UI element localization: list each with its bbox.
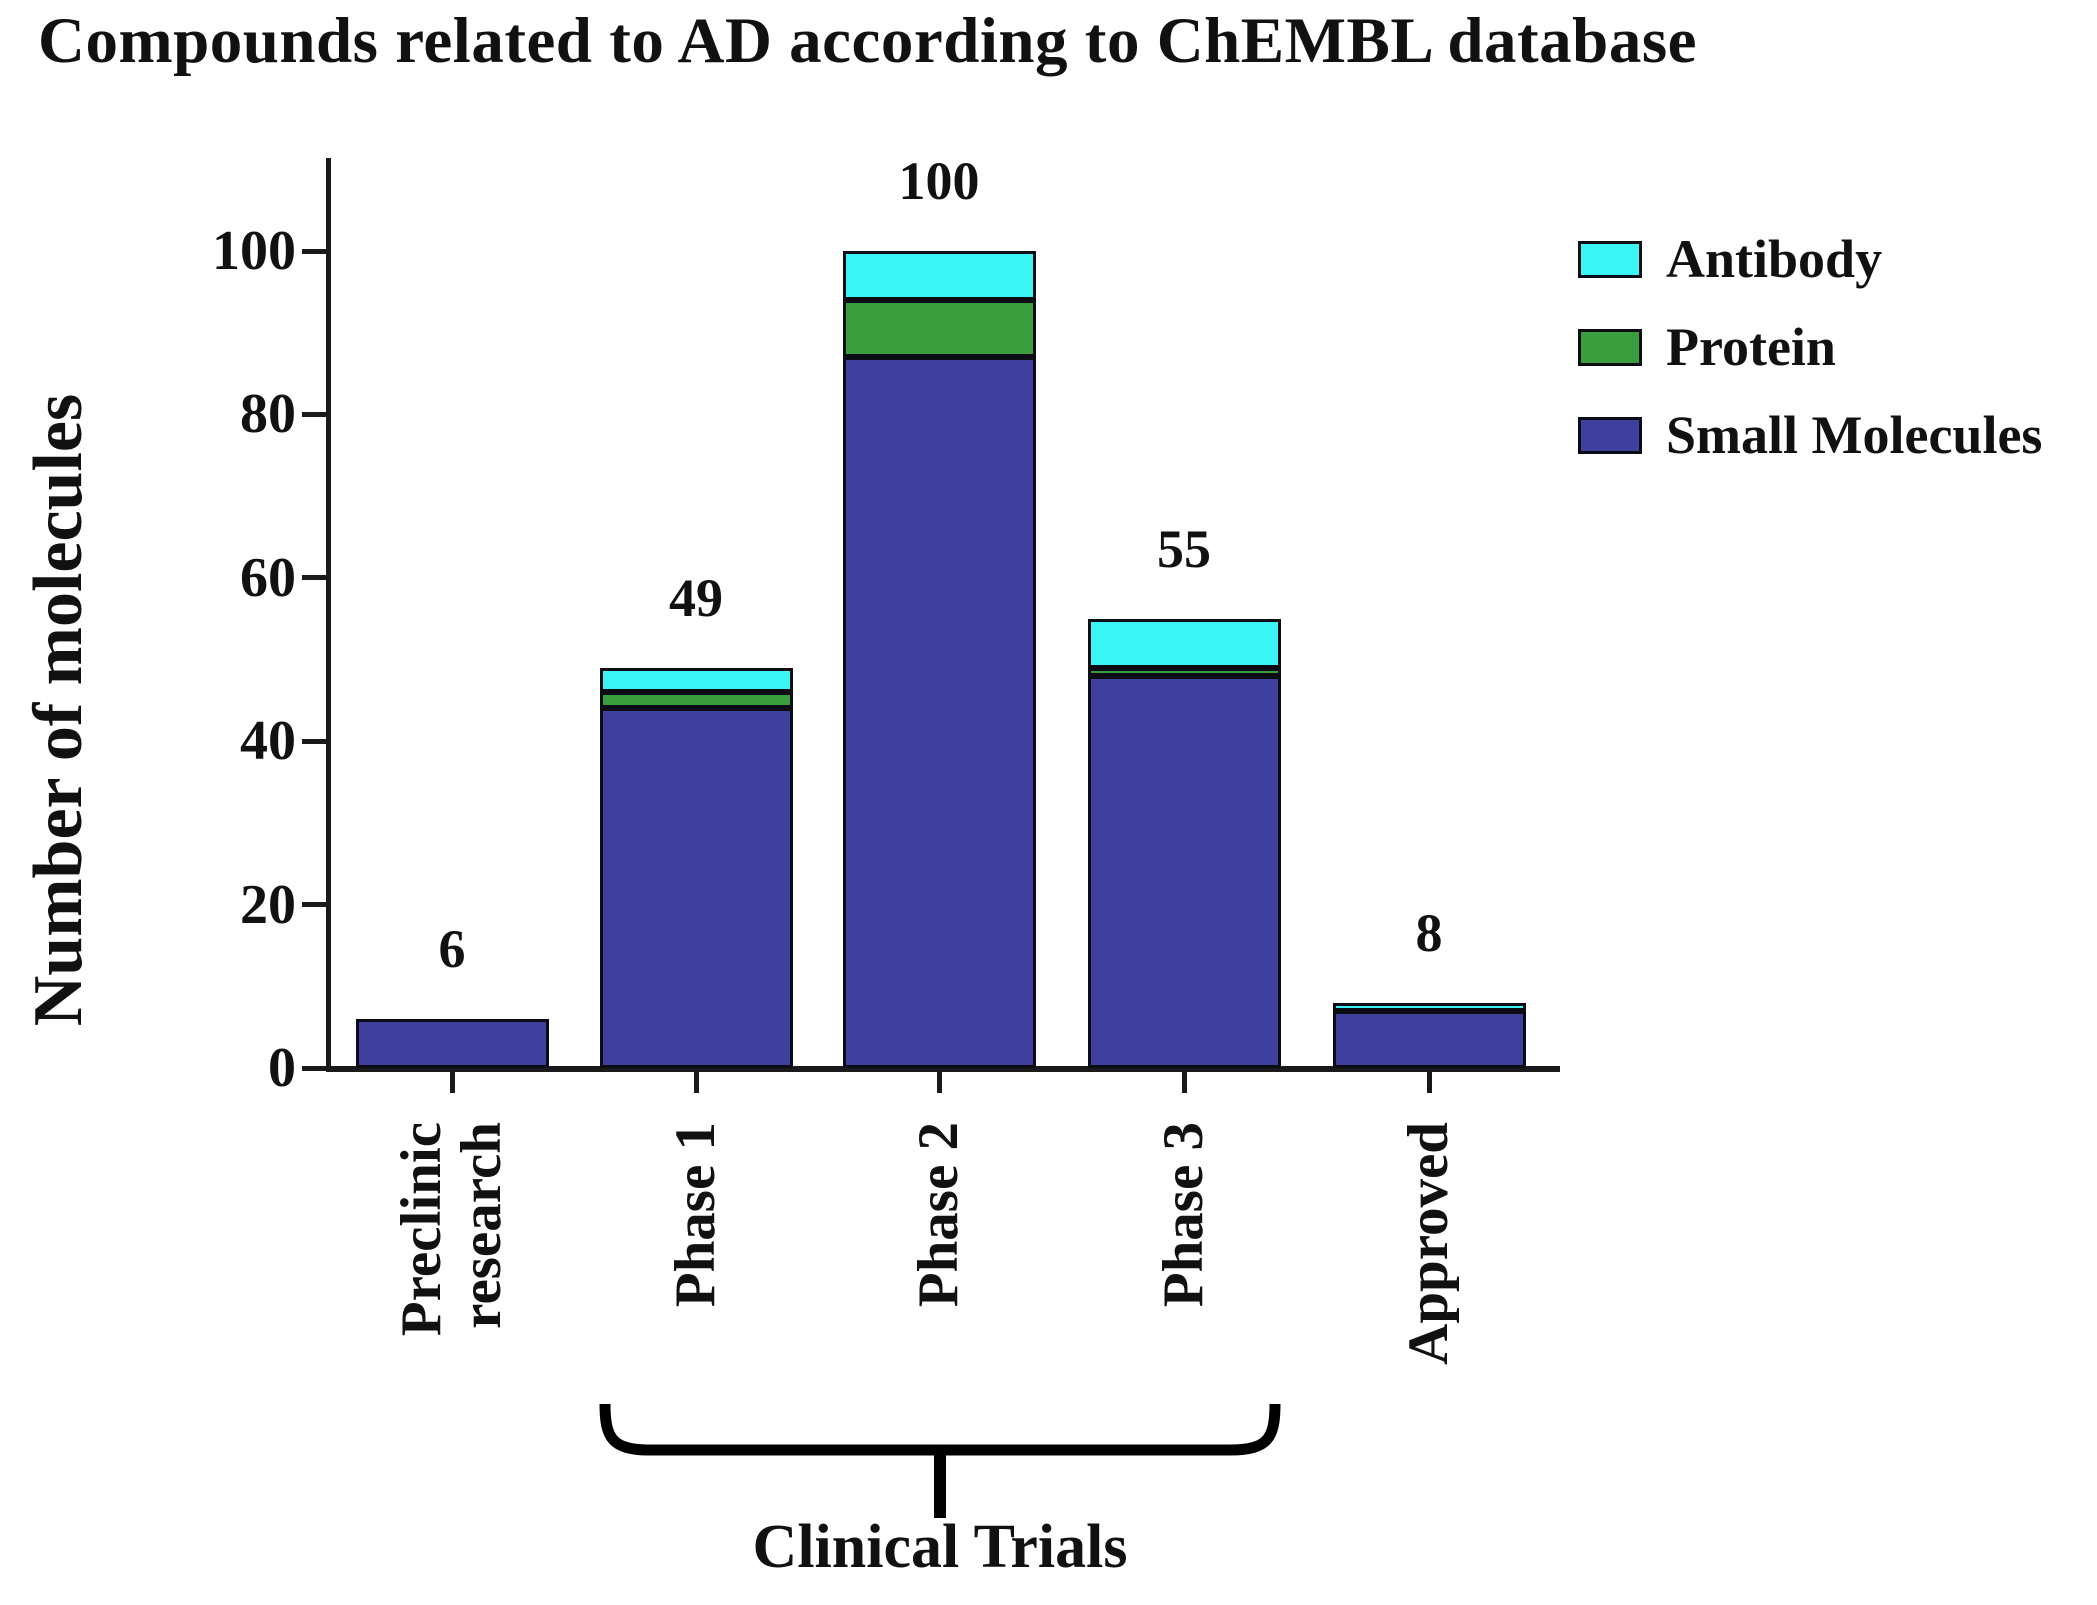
x-axis-line: [326, 1066, 1560, 1072]
bar-segment-small-molecules: [1332, 1010, 1526, 1068]
y-axis-line: [326, 158, 331, 1072]
y-tick: [302, 411, 328, 417]
x-axis-category-label: Preclinic research: [390, 1122, 513, 1337]
y-tick: [302, 575, 328, 581]
bar-segment-antibody: [599, 667, 793, 693]
y-tick: [302, 738, 328, 744]
y-tick-label: 60: [240, 546, 296, 609]
bar-phase-3: [1087, 618, 1281, 1068]
y-tick: [302, 248, 328, 254]
bar-preclinic-research: [355, 1018, 549, 1068]
y-tick-label: 0: [268, 1037, 296, 1099]
bar-segment-small-molecules: [842, 357, 1036, 1068]
clinical-trials-label: Clinical Trials: [752, 1513, 1128, 1581]
x-tick: [693, 1069, 699, 1093]
y-tick: [302, 1065, 328, 1071]
bar-segment-antibody: [1087, 618, 1281, 668]
x-tick: [1181, 1069, 1187, 1093]
bar-total-label: 55: [1157, 518, 1211, 579]
legend-label: Small Molecules: [1666, 405, 2043, 465]
bar-segment-antibody: [1332, 1002, 1526, 1011]
bar-phase-2: [842, 251, 1036, 1068]
x-tick: [449, 1069, 455, 1093]
legend-label: Protein: [1666, 317, 1836, 377]
y-tick-label: 100: [212, 220, 296, 282]
x-tick: [936, 1069, 942, 1093]
legend-item: Small Molecules: [1578, 404, 2042, 466]
bar-segment-antibody: [842, 251, 1036, 301]
legend-swatch-small-molecules: [1578, 416, 1642, 454]
legend-swatch-protein: [1578, 328, 1642, 366]
bar-total-label: 100: [898, 151, 980, 211]
y-tick: [302, 902, 328, 908]
bar-segment-protein: [842, 300, 1036, 358]
bar-approved: [1332, 1002, 1526, 1068]
y-tick-label: 80: [240, 383, 296, 446]
legend-label: Antibody: [1666, 229, 1883, 289]
bar-total-label: 8: [1415, 902, 1443, 963]
chart-title: Compounds related to AD according to ChE…: [38, 5, 1697, 77]
legend: Antibody Protein Small Molecules: [1578, 228, 2042, 466]
legend-swatch-antibody: [1578, 240, 1642, 278]
y-tick-label: 40: [240, 710, 296, 773]
bar-phase-1: [599, 667, 793, 1068]
bar-segment-small-molecules: [1087, 675, 1281, 1068]
legend-item: Protein: [1578, 316, 2042, 378]
bar-total-label: 49: [669, 567, 723, 628]
bar-segment-small-molecules: [599, 708, 793, 1068]
legend-item: Antibody: [1578, 228, 2042, 290]
x-tick: [1426, 1069, 1432, 1093]
y-tick-label: 20: [240, 873, 296, 936]
bar-segment-small-molecules: [355, 1018, 549, 1068]
bar-total-label: 6: [438, 918, 466, 979]
bar-segment-protein: [1087, 667, 1281, 676]
x-axis-category-label: Approved: [1397, 1122, 1460, 1365]
bar-segment-protein: [599, 692, 793, 709]
clinical-trials-brace: [599, 1403, 1281, 1518]
